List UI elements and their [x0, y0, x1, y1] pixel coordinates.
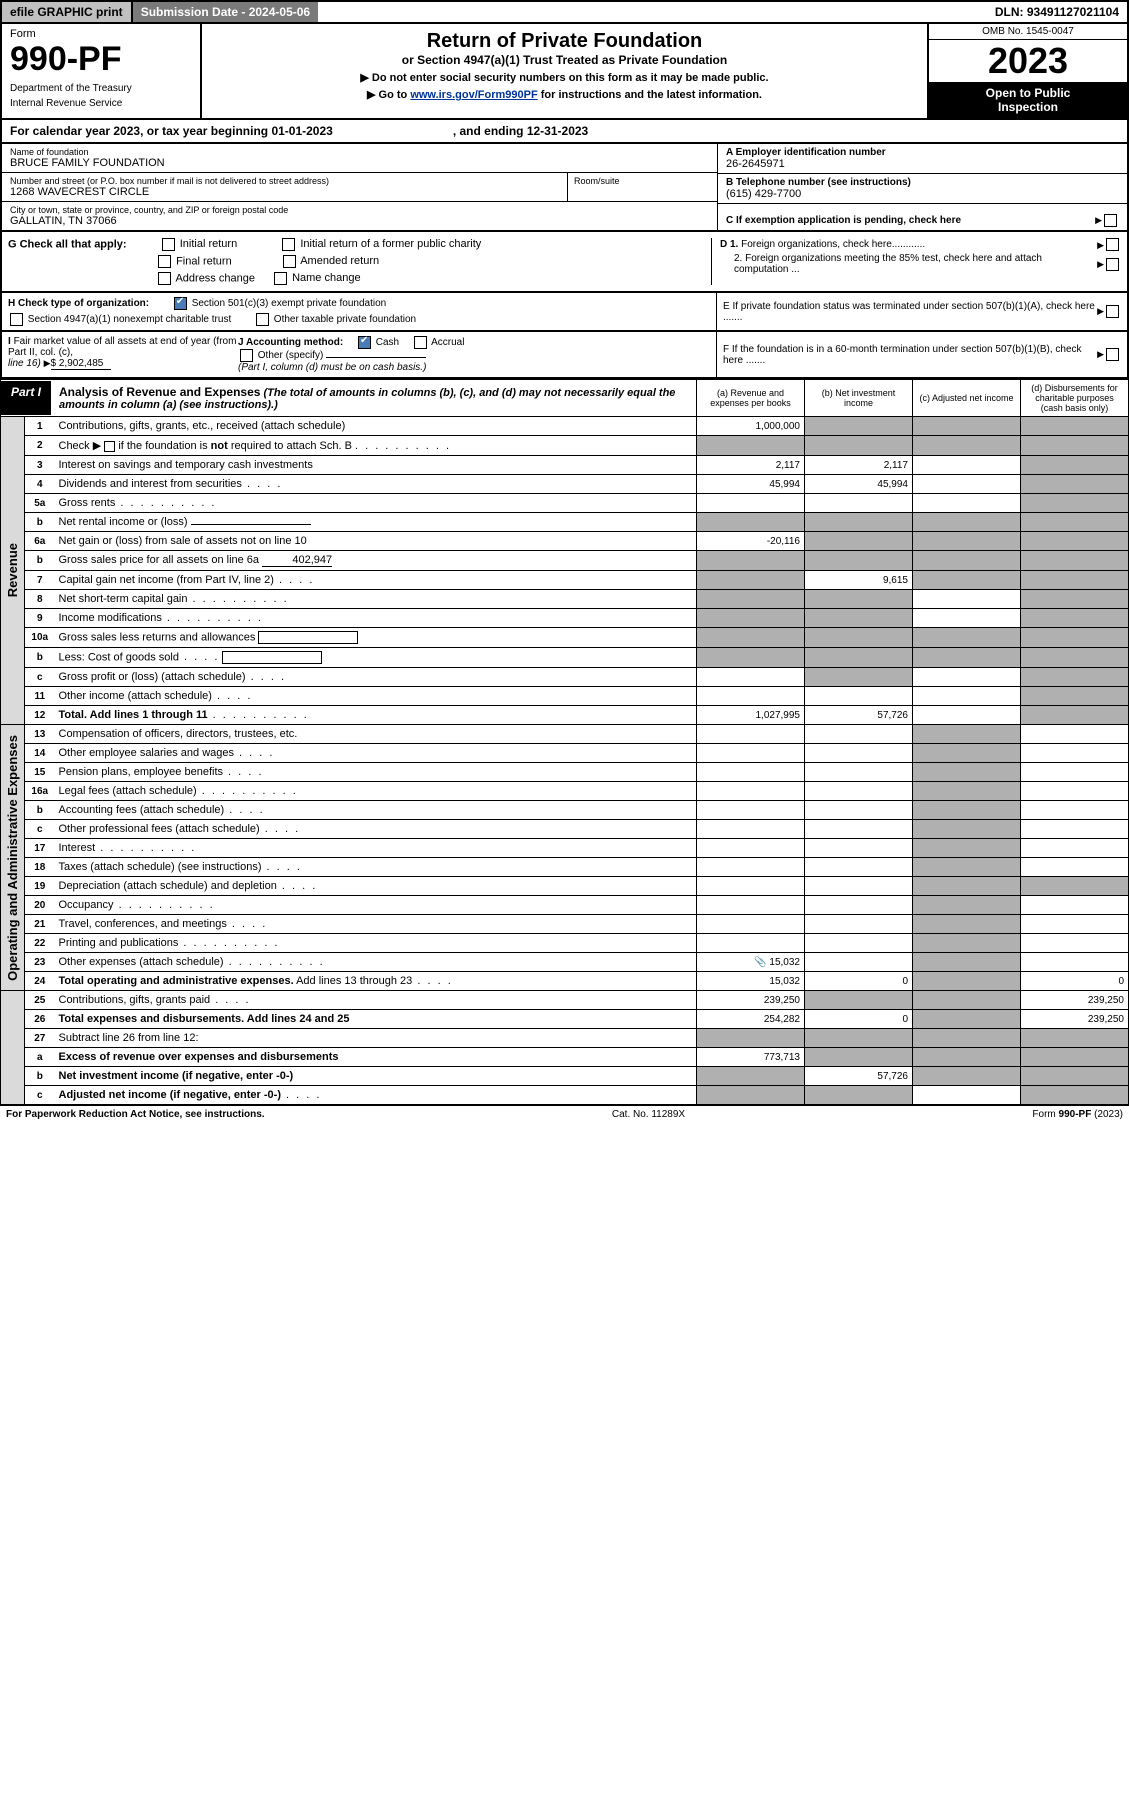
phone-label: B Telephone number (see instructions) — [726, 177, 1119, 188]
section-h-label: H Check type of organization: — [8, 298, 149, 309]
arrow-icon — [1097, 349, 1104, 360]
col-b-header: (b) Net investment income — [805, 380, 913, 417]
other-taxable-checkbox[interactable] — [256, 313, 269, 326]
form-footer: Form 990-PF (2023) — [1032, 1109, 1123, 1120]
ein-value: 26-2645971 — [726, 158, 1119, 170]
60month-checkbox[interactable] — [1106, 348, 1119, 361]
form-label: Form — [10, 28, 192, 40]
form-header: Form 990-PF Department of the Treasury I… — [0, 24, 1129, 120]
501c3-checkbox[interactable] — [174, 297, 187, 310]
section-e-label: E If private foundation status was termi… — [723, 301, 1097, 323]
submission-date: Submission Date - 2024-05-06 — [133, 2, 318, 22]
form-title: Return of Private Foundation — [208, 30, 921, 53]
arrow-icon — [1097, 258, 1104, 270]
address-value: 1268 WAVECREST CIRCLE — [10, 186, 559, 198]
tax-year: 2023 — [929, 40, 1127, 82]
phone-value: (615) 429-7700 — [726, 188, 1119, 200]
arrow-icon — [1097, 239, 1104, 251]
col-c-header: (c) Adjusted net income — [913, 380, 1021, 417]
city-value: GALLATIN, TN 37066 — [10, 215, 709, 227]
attach-icon[interactable]: 📎 — [754, 957, 766, 968]
city-label: City or town, state or province, country… — [10, 205, 709, 215]
form-subtitle: or Section 4947(a)(1) Trust Treated as P… — [208, 53, 921, 67]
footer: For Paperwork Reduction Act Notice, see … — [0, 1105, 1129, 1123]
address-label: Number and street (or P.O. box number if… — [10, 176, 559, 186]
accrual-checkbox[interactable] — [414, 336, 427, 349]
dln-label: DLN: 93491127021104 — [987, 2, 1127, 22]
arrow-icon — [44, 358, 51, 369]
4947a1-checkbox[interactable] — [10, 313, 23, 326]
expenses-label: Operating and Administrative Expenses — [5, 735, 20, 981]
ein-label: A Employer identification number — [726, 147, 1119, 158]
initial-return-checkbox[interactable] — [162, 238, 175, 251]
irs-label: Internal Revenue Service — [10, 98, 192, 109]
cash-basis-note: (Part I, column (d) must be on cash basi… — [238, 362, 710, 373]
terminated-checkbox[interactable] — [1106, 305, 1119, 318]
address-change-checkbox[interactable] — [158, 272, 171, 285]
revenue-label: Revenue — [5, 543, 20, 597]
foreign-org-checkbox[interactable] — [1106, 238, 1119, 251]
amended-return-checkbox[interactable] — [283, 255, 296, 268]
arrow-icon — [1097, 306, 1104, 317]
section-i-label: Fair market value of all assets at end o… — [8, 336, 236, 358]
paperwork-notice: For Paperwork Reduction Act Notice, see … — [6, 1109, 265, 1120]
final-return-checkbox[interactable] — [158, 255, 171, 268]
col-d-header: (d) Disbursements for charitable purpose… — [1021, 380, 1129, 417]
part1-tag: Part I — [1, 381, 51, 415]
cat-number: Cat. No. 11289X — [265, 1109, 1033, 1120]
arrow-icon — [1095, 215, 1102, 226]
form-number: 990-PF — [10, 40, 192, 79]
section-f-label: F If the foundation is in a 60-month ter… — [723, 344, 1097, 366]
efile-print-button[interactable]: efile GRAPHIC print — [2, 2, 133, 22]
col-a-header: (a) Revenue and expenses per books — [697, 380, 805, 417]
dept-treasury: Department of the Treasury — [10, 83, 192, 94]
part1-title: Analysis of Revenue and Expenses (The to… — [51, 381, 696, 415]
cash-checkbox[interactable] — [358, 336, 371, 349]
omb-number: OMB No. 1545-0047 — [929, 24, 1127, 40]
foundation-name-label: Name of foundation — [10, 147, 709, 157]
goto-note: ▶ Go to www.irs.gov/Form990PF for instru… — [208, 88, 921, 101]
open-to-public: Open to PublicInspection — [929, 82, 1127, 118]
d2-label: 2. Foreign organizations meeting the 85%… — [720, 253, 1097, 275]
calendar-year-row: For calendar year 2023, or tax year begi… — [0, 120, 1129, 144]
part1-table: Part I Analysis of Revenue and Expenses … — [0, 379, 1129, 1105]
foundation-name: BRUCE FAMILY FOUNDATION — [10, 157, 709, 169]
former-charity-checkbox[interactable] — [282, 238, 295, 251]
section-j-label: J Accounting method: — [238, 337, 343, 348]
ssn-warning: ▶ Do not enter social security numbers o… — [208, 71, 921, 84]
top-bar: efile GRAPHIC print Submission Date - 20… — [0, 0, 1129, 24]
irs-link[interactable]: www.irs.gov/Form990PF — [410, 89, 537, 101]
exemption-checkbox[interactable] — [1104, 214, 1117, 227]
fmv-value: $ 2,902,485 — [51, 358, 111, 370]
schb-checkbox[interactable] — [104, 441, 115, 452]
other-method-checkbox[interactable] — [240, 349, 253, 362]
room-suite-label: Room/suite — [567, 173, 717, 201]
name-change-checkbox[interactable] — [274, 272, 287, 285]
foreign-85-checkbox[interactable] — [1106, 258, 1119, 271]
exemption-pending-label: C If exemption application is pending, c… — [726, 215, 1095, 226]
section-g-label: G Check all that apply: — [8, 238, 127, 250]
